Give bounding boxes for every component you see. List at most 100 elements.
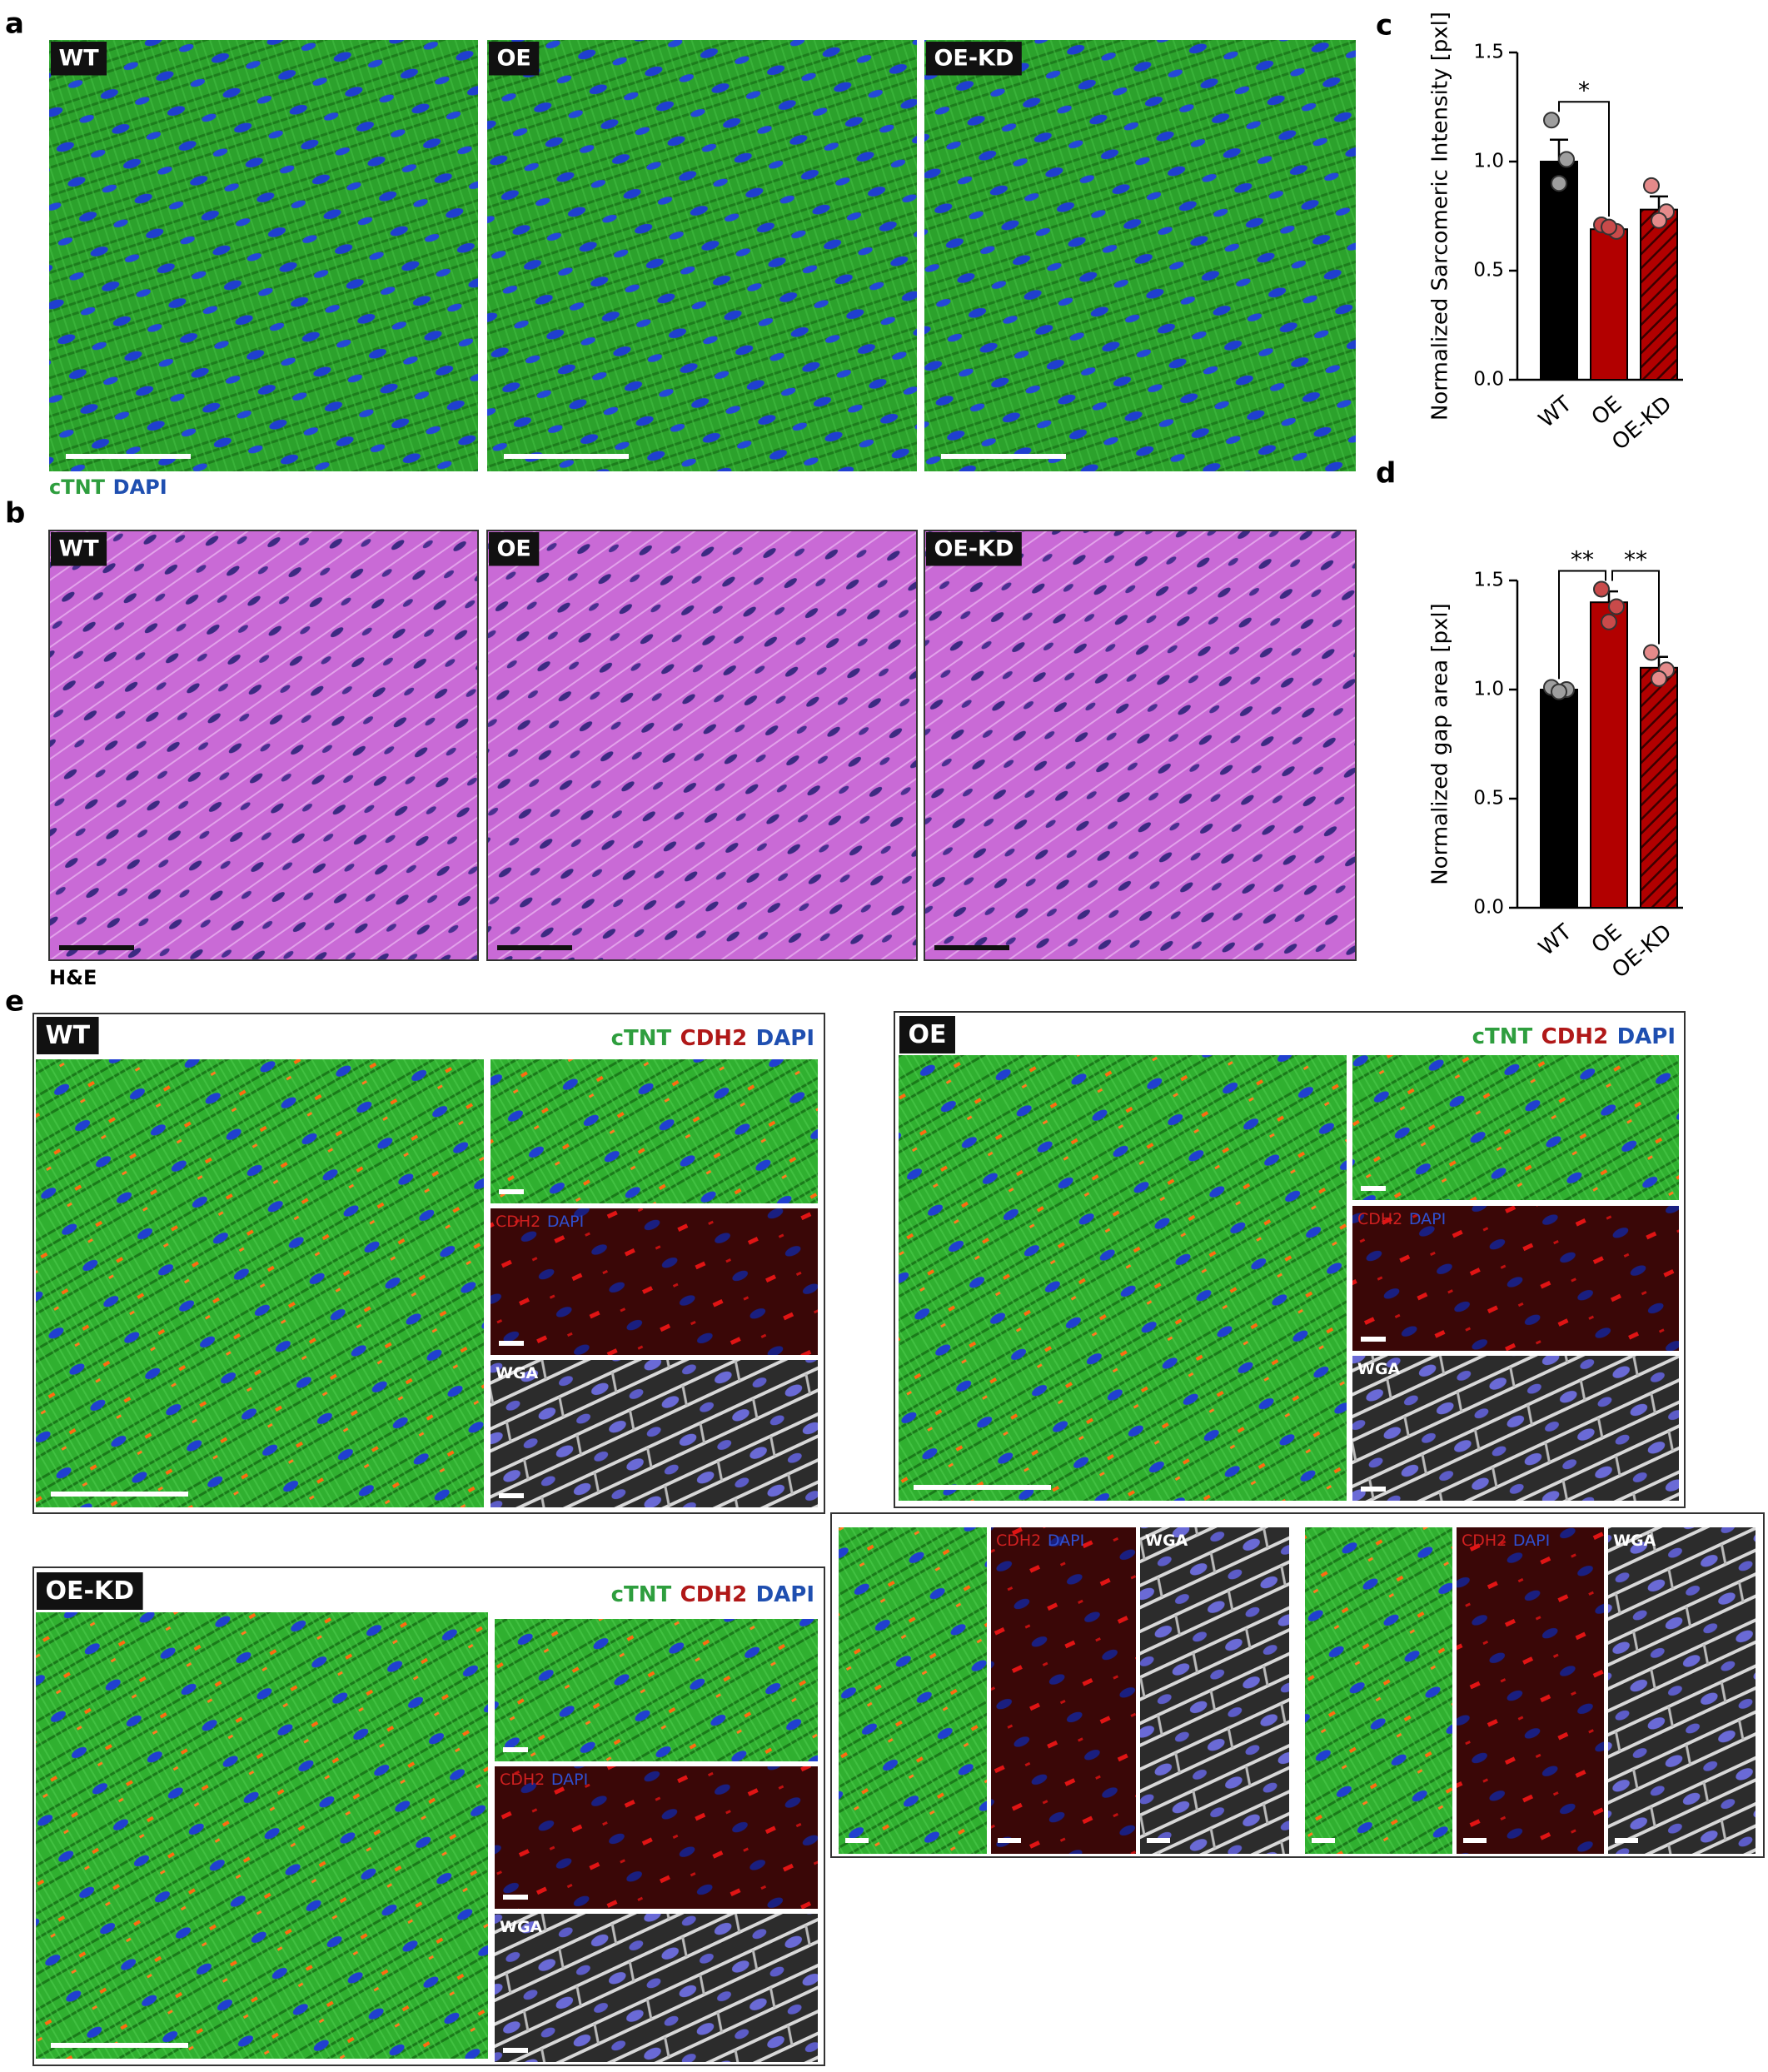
micrograph [924,530,1356,960]
micrograph [1352,1356,1679,1501]
stain-name: CDH2 [680,1582,748,1607]
y-tick-label: 1.0 [1473,151,1504,172]
stain-name: CDH2 [1462,1532,1507,1550]
data-point [1551,175,1567,192]
significance-bracket [1611,570,1660,645]
panel-letter: c [1376,9,1392,42]
micrograph [495,1766,818,1909]
y-tick-label: 0.0 [1473,897,1504,919]
image-label: OE [496,536,530,562]
stain-name: cTNT [611,1026,672,1051]
panel-letter: d [1376,457,1396,491]
stain-legend: CDH2 DAPI [996,1532,1084,1550]
stain-legend: cTNT CDH2 DAPI [1472,1024,1676,1049]
micrograph [487,40,917,471]
stain-legend: cTNT DAPI [49,476,167,499]
micrograph [495,1619,818,1761]
y-tick-label: 0.5 [1473,260,1504,281]
stain-legend: cTNT CDH2 DAPI [611,1582,814,1607]
stain-legend: CDH2 DAPI [1462,1532,1550,1550]
micrograph [49,40,478,471]
micrograph [495,1914,818,2062]
x-tick-label: WT [1534,919,1576,961]
micrograph [487,530,917,960]
stain-legend: WGA [1357,1360,1401,1378]
micrograph [491,1360,818,1507]
image-label: OE-KD [934,46,1013,72]
stain-name: DAPI [547,1213,584,1231]
stain-name: CDH2 [500,1771,545,1789]
micrograph [491,1059,818,1203]
data-point [1643,177,1660,194]
stain-legend: WGA [1145,1532,1188,1550]
micrograph [49,530,478,960]
image-label: OE-KD [934,536,1013,562]
stain-name: CDH2 [496,1213,540,1231]
data-point [1593,580,1610,598]
micrograph [491,1208,818,1355]
y-tick-label: 1.5 [1473,42,1504,63]
bar [1590,601,1628,909]
image-label: OE [496,46,530,72]
bar [1640,208,1678,381]
stain-legend: CDH2 DAPI [496,1213,584,1231]
data-point [1543,112,1560,129]
label-box [926,42,1022,76]
data-point [1651,670,1667,687]
label-box [489,42,540,76]
stain-name: WGA [1613,1532,1656,1550]
stain-name: WGA [500,1918,543,1936]
image-label: WT [46,1021,91,1050]
stain-name: WGA [1357,1360,1401,1378]
stain-name: WGA [1145,1532,1188,1550]
micrograph [899,1055,1347,1501]
micrograph [1352,1206,1679,1351]
stain-name: cTNT [611,1582,672,1607]
stain-name: DAPI [1617,1024,1676,1049]
stain-name: cTNT [1472,1024,1533,1049]
panel-letter: e [5,985,24,1019]
micrograph [1140,1527,1289,1854]
stain-legend: WGA [496,1364,539,1382]
stain-name: DAPI [551,1771,588,1789]
stain-name: CDH2 [1541,1024,1609,1049]
stain-name: DAPI [113,476,167,499]
image-label: OE-KD [46,1576,135,1606]
image-label: OE [909,1020,947,1049]
significance-bracket [1558,101,1610,217]
stain-legend: cTNT CDH2 DAPI [611,1026,814,1051]
image-border [924,530,1357,961]
stain-legend: CDH2 DAPI [500,1771,588,1789]
label-box [489,532,540,566]
significance-label: ** [1571,545,1594,573]
panel-letter: b [5,497,25,530]
data-point [1601,218,1617,236]
label-box [37,1017,99,1054]
significance-label: * [1578,77,1590,104]
micrograph [1305,1527,1452,1854]
bar [1540,161,1578,381]
stain-label: H&E [49,966,97,989]
data-point [1601,613,1617,630]
significance-bracket [1558,570,1606,680]
y-tick-label: 0.5 [1473,788,1504,809]
panel-letter: a [5,7,24,41]
bar [1640,666,1678,909]
image-label: WT [58,46,99,72]
stain-name: cTNT [49,476,106,499]
y-tick-label: 0.0 [1473,369,1504,391]
stain-name: CDH2 [1357,1210,1402,1228]
micrograph [36,1059,484,1507]
data-point [1651,212,1667,229]
micrograph [991,1527,1136,1854]
label-box [926,532,1022,566]
data-point [1643,644,1660,661]
y-tick-label: 1.5 [1473,570,1504,591]
label-box [37,1572,143,1610]
bar [1590,228,1628,381]
stain-name: CDH2 [996,1532,1041,1550]
image-border [48,530,479,961]
micrograph [839,1527,987,1854]
label-box [899,1016,955,1053]
stain-name: DAPI [1409,1210,1446,1228]
